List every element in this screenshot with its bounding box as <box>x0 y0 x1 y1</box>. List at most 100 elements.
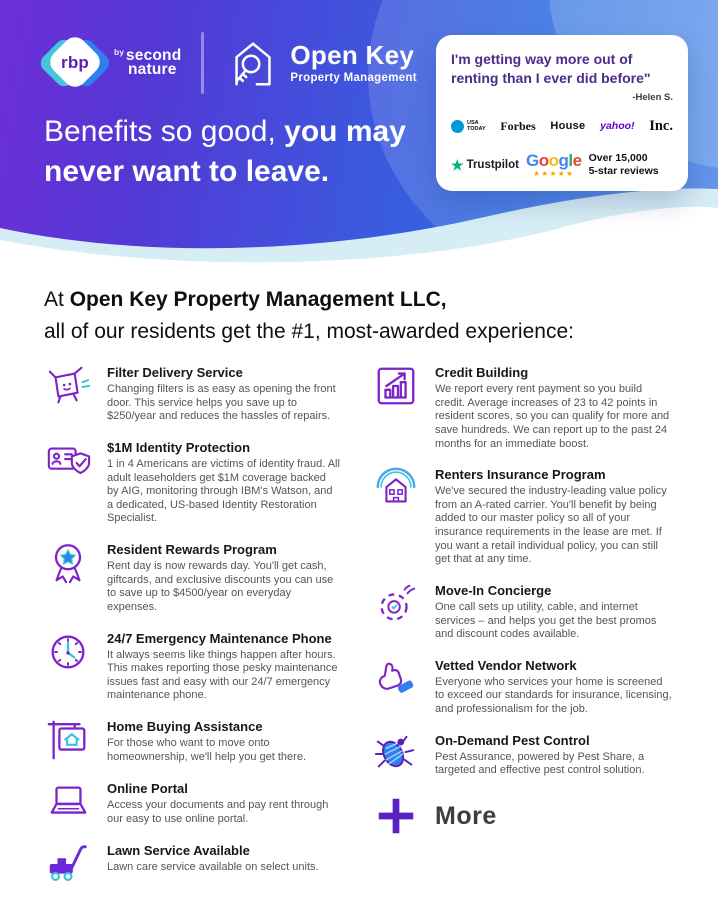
rbp-logo-text: rbp <box>61 53 89 72</box>
doorbell-icon <box>372 581 420 629</box>
usa-today-logo: USA TODAY <box>451 119 486 133</box>
intro-prefix: At <box>44 288 70 311</box>
intro-company: Open Key Property Management LLC, <box>69 288 447 311</box>
by-label: by <box>114 46 124 57</box>
benefits-column-left: Filter Delivery Service Changing filters … <box>44 363 340 900</box>
second-nature-logo: by second nature <box>114 46 182 79</box>
benefit-item: Renters Insurance Program We've secured t… <box>372 465 672 567</box>
identity-protection-icon <box>44 438 92 486</box>
thumbs-up-icon <box>372 656 420 704</box>
reviews-line2: 5-star reviews <box>588 164 659 177</box>
benefit-title: 24/7 Emergency Maintenance Phone <box>107 630 332 646</box>
benefit-item: Filter Delivery Service Changing filters … <box>44 363 340 424</box>
benefit-body: We report every rent payment so you buil… <box>435 383 670 450</box>
brand-row: rbp by second nature Open Key Property Ma… <box>37 32 417 94</box>
second-nature-line2: nature <box>128 61 177 79</box>
home-sign-icon <box>44 717 92 765</box>
benefit-title: Online Portal <box>107 781 188 796</box>
trustpilot-logo: ★ Trustpilot <box>451 158 519 172</box>
clock-icon <box>44 629 92 677</box>
benefit-item: Vetted Vendor Network Everyone who servic… <box>372 656 672 717</box>
google-logo: Google ★★★★★ <box>526 152 582 178</box>
house-logo: House <box>550 120 586 133</box>
open-key-title: Open Key <box>290 40 415 71</box>
usa-today-line1: USA <box>467 120 479 127</box>
intro-line2: all of our residents get the #1, most-aw… <box>44 319 574 343</box>
benefit-title: Move-In Concierge <box>435 582 552 598</box>
benefit-title: Credit Building <box>435 365 529 380</box>
benefit-item: Credit Building We report every rent paym… <box>372 363 672 451</box>
bug-icon <box>372 731 420 779</box>
more-label: More <box>435 802 497 831</box>
benefit-body: Pest Assurance, powered by Pest Share, a… <box>435 750 645 777</box>
benefit-title: Filter Delivery Service <box>107 365 243 380</box>
benefit-item: Lawn Service Available Lawn care service … <box>44 841 340 889</box>
rbp-logo: rbp <box>37 32 113 92</box>
header-banner: rbp by second nature Open Key Property Ma… <box>0 0 718 270</box>
benefit-item: Online Portal Access your documents and p… <box>44 779 340 827</box>
media-logos-row: USA TODAY Forbes House yahoo! Inc. <box>451 118 673 135</box>
reviews-count: Over 15,000 5-star reviews <box>589 152 659 177</box>
benefit-title: Lawn Service Available <box>107 843 250 858</box>
second-nature-line1: second <box>125 46 182 64</box>
testimonial-quote: I'm getting way more out of renting than… <box>451 51 651 86</box>
google-wordmark: Google <box>525 150 582 170</box>
benefit-title: $1M Identity Protection <box>107 439 251 455</box>
usa-today-dot-icon <box>451 119 464 133</box>
benefit-body: Lawn care service available on select un… <box>107 861 319 873</box>
more-item: More <box>372 793 672 841</box>
plus-icon <box>372 793 420 841</box>
brand-divider <box>201 32 205 94</box>
benefit-item: Move-In Concierge One call sets up utilit… <box>372 581 672 642</box>
headline-bold-2: never want to leave. <box>44 154 330 188</box>
trustpilot-label: Trustpilot <box>466 158 519 171</box>
benefit-body: 1 in 4 Americans are victims of identity… <box>107 457 340 525</box>
benefit-title: Renters Insurance Program <box>435 467 606 483</box>
credit-chart-icon <box>372 363 420 411</box>
google-stars: ★★★★★ <box>533 168 575 178</box>
benefit-body: It always seems like things happen after… <box>107 648 338 702</box>
house-key-icon <box>224 34 282 92</box>
benefit-item: Resident Rewards Program Rent day is now … <box>44 540 340 615</box>
headline: Benefits so good, you may never want to … <box>44 112 406 191</box>
benefit-item: On-Demand Pest Control Pest Assurance, po… <box>372 731 672 779</box>
main-content: At Open Key Property Management LLC, all… <box>0 284 718 900</box>
reviews-row: ★ Trustpilot Google ★★★★★ Over 15,000 5-… <box>451 152 673 178</box>
trustpilot-star-icon: ★ <box>451 156 464 173</box>
testimonial-attribution: -Helen S. <box>632 91 673 103</box>
inc-logo: Inc. <box>649 117 673 134</box>
forbes-logo: Forbes <box>500 118 536 133</box>
benefit-title: On-Demand Pest Control <box>435 732 590 748</box>
yahoo-logo: yahoo! <box>600 120 635 133</box>
reviews-line1: Over 15,000 <box>588 151 648 164</box>
insured-home-icon <box>372 465 420 513</box>
filter-delivery-icon <box>44 363 92 411</box>
headline-light: Benefits so good, <box>44 115 285 148</box>
benefit-body: Access your documents and pay rent throu… <box>107 799 329 825</box>
header-wave <box>0 188 718 270</box>
intro-heading: At Open Key Property Management LLC, all… <box>44 284 674 347</box>
benefits-columns: Filter Delivery Service Changing filters … <box>44 363 674 900</box>
rewards-ribbon-icon <box>44 540 92 588</box>
benefit-body: We've secured the industry-leading value… <box>435 485 667 566</box>
headline-bold-1: you may <box>284 115 406 148</box>
usa-today-line2: TODAY <box>467 126 486 133</box>
open-key-logo: Open Key Property Management <box>224 34 417 92</box>
benefit-body: Rent day is now rewards day. You'll get … <box>107 560 334 613</box>
benefit-item: Home Buying Assistance For those who want… <box>44 717 340 765</box>
benefit-body: One call sets up utility, cable, and int… <box>435 600 657 641</box>
benefit-title: Vetted Vendor Network <box>435 657 577 673</box>
laptop-icon <box>44 779 92 827</box>
benefit-item: $1M Identity Protection 1 in 4 Americans … <box>44 438 340 526</box>
testimonial-card: I'm getting way more out of renting than… <box>436 35 688 192</box>
benefit-title: Resident Rewards Program <box>107 542 277 557</box>
benefit-body: Changing filters is as easy as opening t… <box>107 383 336 423</box>
open-key-subtitle: Property Management <box>290 71 417 84</box>
benefit-body: Everyone who services your home is scree… <box>435 675 672 715</box>
benefit-title: Home Buying Assistance <box>107 719 263 734</box>
benefit-body: For those who want to move onto homeowne… <box>107 737 306 763</box>
benefit-item: 24/7 Emergency Maintenance Phone It alway… <box>44 629 340 704</box>
benefits-column-right: Credit Building We report every rent paym… <box>372 363 672 900</box>
lawn-mower-icon <box>44 841 92 889</box>
